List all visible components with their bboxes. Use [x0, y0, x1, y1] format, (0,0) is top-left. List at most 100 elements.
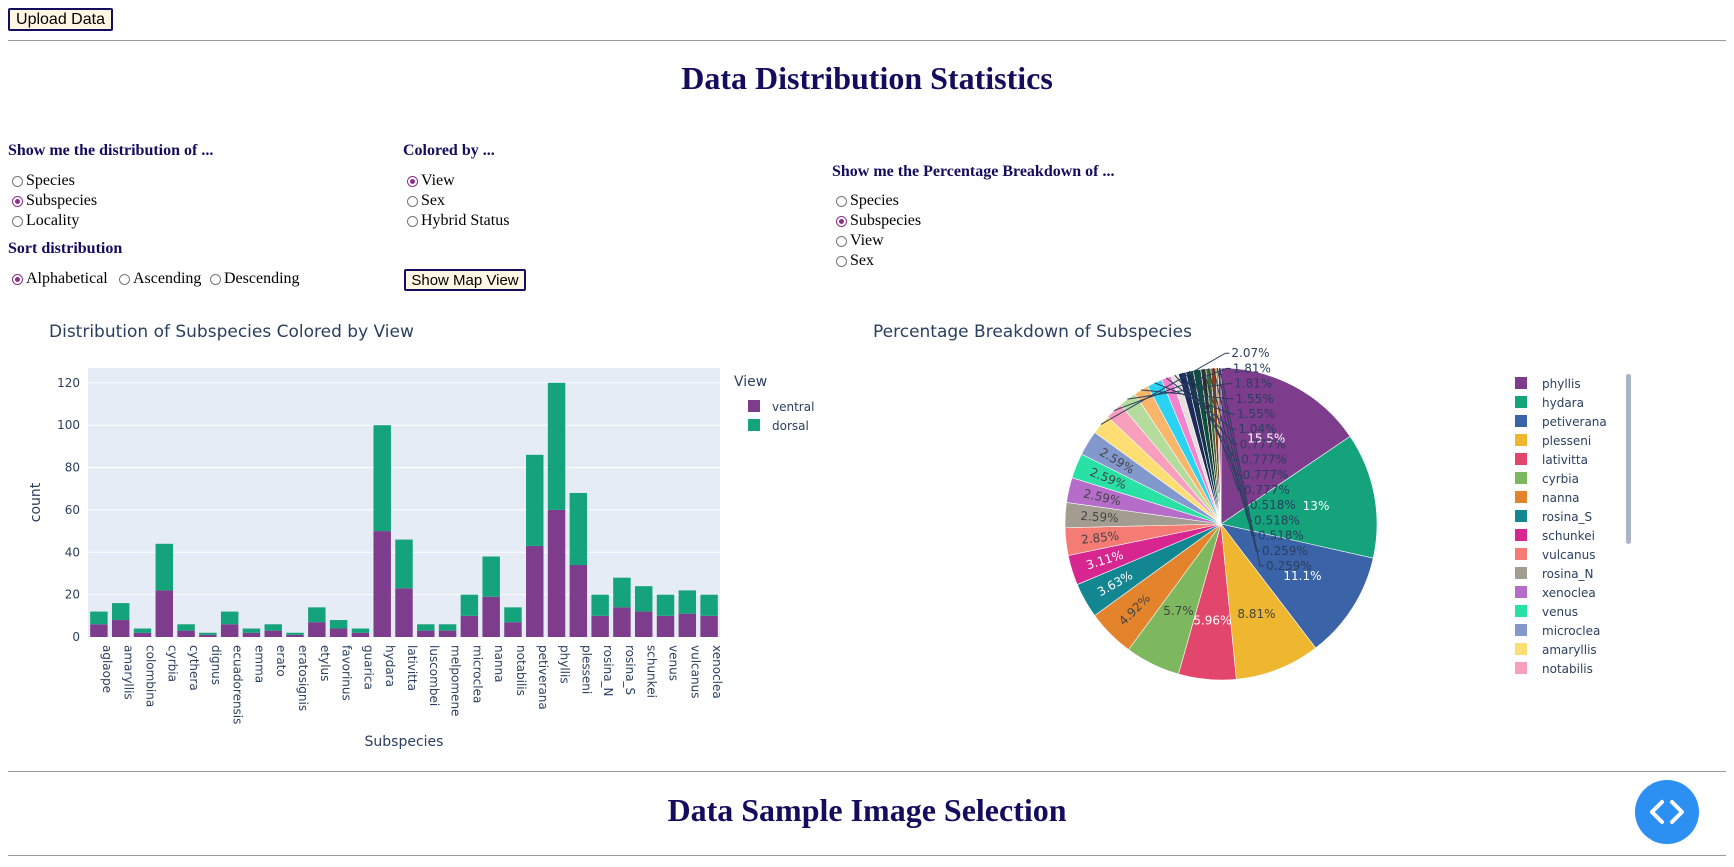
bar-dorsal[interactable] [177, 624, 195, 631]
bar-dorsal[interactable] [635, 586, 653, 612]
legend-item-label[interactable]: rosina_N [1542, 567, 1594, 581]
distribution-control-option[interactable]: Subspecies [8, 191, 97, 211]
bar-dorsal[interactable] [417, 624, 435, 631]
bar-dorsal[interactable] [308, 607, 326, 623]
radio-button[interactable] [12, 195, 23, 207]
sort-control-option[interactable]: Alphabetical [8, 269, 108, 289]
radio-button[interactable] [407, 215, 418, 227]
bar-ventral[interactable] [351, 632, 370, 637]
radio-button[interactable] [210, 273, 221, 285]
bar-ventral[interactable] [591, 615, 609, 637]
bar-ventral[interactable] [700, 615, 718, 637]
bar-ventral[interactable] [133, 632, 152, 637]
legend-swatch[interactable] [1515, 472, 1527, 484]
show-map-view-button[interactable]: Show Map View [404, 269, 526, 291]
bar-ventral[interactable] [438, 630, 457, 637]
legend-swatch[interactable] [748, 400, 760, 412]
code-toggle-button[interactable] [1635, 780, 1699, 844]
colored-by-control-option[interactable]: View [403, 171, 455, 191]
bar-ventral[interactable] [177, 630, 195, 637]
legend-item-label[interactable]: xenoclea [1542, 586, 1596, 600]
legend-item-label[interactable]: amaryllis [1542, 643, 1597, 657]
legend-swatch[interactable] [1515, 396, 1527, 408]
pie-slice[interactable] [1220, 435, 1378, 559]
radio-button[interactable] [12, 175, 23, 187]
legend-item-label[interactable]: ventral [772, 400, 814, 414]
bar-dorsal[interactable] [155, 543, 173, 591]
bar-ventral[interactable] [111, 620, 130, 637]
bar-ventral[interactable] [242, 632, 261, 637]
bar-ventral[interactable] [526, 545, 544, 637]
radio-button[interactable] [119, 273, 130, 285]
legend-item-label[interactable]: vulcanus [1542, 548, 1595, 562]
bar-ventral[interactable] [308, 622, 326, 637]
legend-item-label[interactable]: cyrbia [1542, 472, 1579, 486]
legend-item-label[interactable]: lativitta [1542, 453, 1588, 467]
bar-dorsal[interactable] [547, 382, 566, 510]
legend-item-label[interactable]: rosina_S [1542, 510, 1592, 524]
legend-item-label[interactable]: phyllis [1542, 377, 1581, 391]
colored-by-control-option[interactable]: Sex [403, 191, 445, 211]
legend-item-label[interactable]: schunkei [1542, 529, 1595, 543]
upload-data-button[interactable]: Upload Data [8, 8, 113, 31]
legend-item-label[interactable]: petiverana [1542, 415, 1607, 429]
legend-swatch[interactable] [1515, 586, 1527, 598]
bar-ventral[interactable] [286, 634, 304, 637]
sort-control-option[interactable]: Descending [206, 269, 300, 289]
radio-button[interactable] [12, 273, 23, 285]
sort-control-option[interactable]: Ascending [115, 269, 201, 289]
legend-item-label[interactable]: hydara [1542, 396, 1584, 410]
legend-item-label[interactable]: nanna [1542, 491, 1580, 505]
legend-swatch[interactable] [1515, 529, 1527, 541]
bar-dorsal[interactable] [242, 628, 261, 633]
bar-ventral[interactable] [90, 624, 108, 637]
legend-swatch[interactable] [1515, 453, 1527, 465]
radio-button[interactable] [836, 235, 847, 247]
legend-swatch[interactable] [1515, 624, 1527, 636]
colored-by-control-option[interactable]: Hybrid Status [403, 211, 509, 231]
bar-ventral[interactable] [417, 630, 435, 637]
bar-ventral[interactable] [155, 590, 173, 637]
bar-ventral[interactable] [547, 509, 566, 637]
radio-button[interactable] [836, 255, 847, 267]
legend-scrollbar[interactable] [1626, 374, 1631, 544]
breakdown-control-option[interactable]: View [832, 231, 884, 251]
legend-swatch[interactable] [1515, 434, 1527, 446]
breakdown-control-option[interactable]: Subspecies [832, 211, 921, 231]
bar-dorsal[interactable] [460, 594, 479, 616]
bar-ventral[interactable] [635, 611, 653, 637]
legend-item-label[interactable]: plesseni [1542, 434, 1591, 448]
legend-item-label[interactable]: notabilis [1542, 662, 1593, 676]
legend-swatch[interactable] [1515, 662, 1527, 674]
legend-swatch[interactable] [1515, 377, 1527, 389]
bar-dorsal[interactable] [526, 454, 544, 546]
legend-item-label[interactable]: venus [1542, 605, 1578, 619]
bar-dorsal[interactable] [482, 556, 500, 597]
radio-button[interactable] [407, 195, 418, 207]
bar-dorsal[interactable] [220, 611, 239, 625]
legend-item-label[interactable]: dorsal [772, 419, 809, 433]
legend-swatch[interactable] [1515, 510, 1527, 522]
bar-dorsal[interactable] [700, 594, 718, 616]
bar-dorsal[interactable] [504, 607, 522, 623]
legend-swatch[interactable] [1515, 567, 1527, 579]
breakdown-control-option[interactable]: Species [832, 191, 899, 211]
legend-swatch[interactable] [1515, 491, 1527, 503]
bar-dorsal[interactable] [90, 611, 108, 625]
bar-ventral[interactable] [220, 624, 239, 637]
bar-ventral[interactable] [264, 630, 282, 637]
bar-dorsal[interactable] [286, 632, 304, 635]
bar-ventral[interactable] [373, 531, 391, 637]
bar-dorsal[interactable] [264, 624, 282, 631]
bar-dorsal[interactable] [678, 590, 697, 614]
pie-slice[interactable] [1220, 367, 1351, 525]
bar-ventral[interactable] [678, 613, 697, 637]
bar-ventral[interactable] [329, 628, 348, 637]
pie-slice[interactable] [1220, 523, 1374, 649]
bar-dorsal[interactable] [373, 425, 391, 532]
pie-slice[interactable] [1218, 367, 1222, 525]
bar-ventral[interactable] [504, 622, 522, 637]
legend-swatch[interactable] [1515, 643, 1527, 655]
legend-swatch[interactable] [748, 419, 760, 431]
radio-button[interactable] [836, 195, 847, 207]
